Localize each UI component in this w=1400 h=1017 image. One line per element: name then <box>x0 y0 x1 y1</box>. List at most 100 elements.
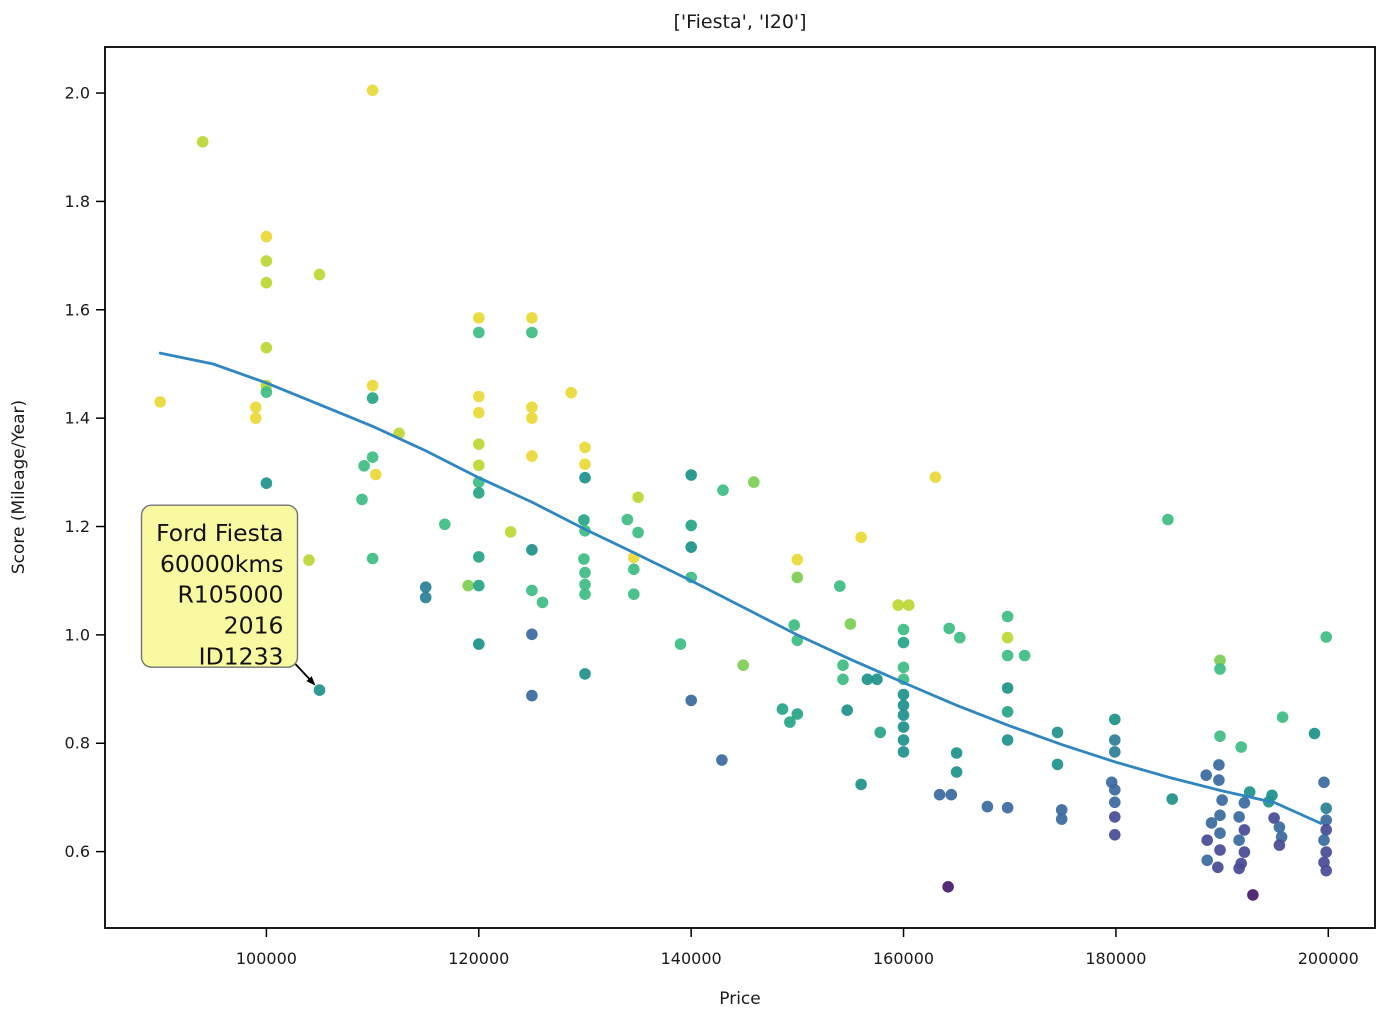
y-tick-label: 1.6 <box>65 300 90 319</box>
data-point <box>260 386 273 398</box>
data-point <box>260 477 273 490</box>
data-point <box>981 800 994 813</box>
data-point <box>784 716 796 728</box>
data-point <box>628 588 640 600</box>
data-point <box>260 230 273 243</box>
y-tick-label: 1.8 <box>65 192 90 211</box>
data-point <box>855 778 867 791</box>
data-point <box>837 659 849 671</box>
data-point <box>358 460 370 472</box>
data-point <box>933 788 946 801</box>
data-point <box>834 580 846 592</box>
data-point <box>945 788 958 801</box>
data-point <box>776 703 789 715</box>
data-point <box>303 554 315 566</box>
data-point <box>473 551 485 563</box>
data-point <box>837 673 849 686</box>
data-point <box>1109 796 1121 809</box>
annotation-text-line: 60000kms <box>160 550 284 578</box>
data-point <box>1238 824 1251 836</box>
data-point <box>897 699 910 712</box>
data-point <box>1318 776 1330 789</box>
data-point <box>1109 811 1121 823</box>
data-point <box>473 638 485 650</box>
data-point <box>1001 610 1014 623</box>
data-point <box>1212 861 1224 874</box>
data-point <box>260 255 273 267</box>
data-point <box>1201 854 1213 867</box>
data-point <box>632 491 644 504</box>
data-point <box>1320 824 1332 836</box>
data-point <box>897 709 910 721</box>
data-point <box>788 619 800 631</box>
data-point <box>950 747 963 759</box>
data-point <box>313 268 326 281</box>
data-point <box>954 631 966 644</box>
data-point <box>1233 834 1245 846</box>
y-tick-label: 1.2 <box>65 517 90 536</box>
data-point <box>1320 802 1332 815</box>
data-point <box>897 661 910 674</box>
data-point <box>366 84 379 97</box>
y-tick-label: 0.8 <box>65 734 90 753</box>
data-point <box>897 623 910 636</box>
data-point <box>366 392 379 404</box>
data-point <box>621 513 634 526</box>
data-point <box>473 326 485 339</box>
x-tick-label: 200000 <box>1298 949 1359 968</box>
data-point <box>628 563 640 576</box>
data-point <box>1055 804 1068 816</box>
data-point <box>579 471 591 484</box>
y-tick-label: 2.0 <box>65 84 90 103</box>
data-point <box>526 312 538 324</box>
data-point <box>1109 713 1121 726</box>
data-point <box>473 579 485 592</box>
data-point <box>897 746 910 758</box>
data-point <box>1320 814 1332 826</box>
data-point <box>1055 813 1068 825</box>
data-point <box>419 581 432 593</box>
data-point <box>1320 846 1332 858</box>
data-point <box>462 579 475 592</box>
annotation-text-line: 2016 <box>224 612 284 640</box>
plot-border <box>104 46 1376 929</box>
data-point <box>526 450 538 462</box>
scatter-points <box>154 84 1332 901</box>
data-point <box>943 622 955 635</box>
annotation-text-line: ID1233 <box>199 642 284 670</box>
data-point <box>892 599 904 611</box>
data-point <box>579 588 591 600</box>
data-point <box>196 136 209 148</box>
data-point <box>950 766 963 778</box>
data-point <box>737 659 749 671</box>
data-point <box>1233 811 1245 823</box>
data-point <box>313 684 326 696</box>
annotation-text-line: Ford Fiesta <box>156 519 283 547</box>
data-point <box>1001 801 1014 814</box>
data-point <box>1018 649 1031 662</box>
data-point <box>716 754 728 766</box>
data-point <box>1001 734 1014 746</box>
data-point <box>1109 734 1121 746</box>
data-point <box>1051 758 1064 771</box>
x-tick-label: 160000 <box>873 949 934 968</box>
data-point <box>791 708 804 720</box>
data-point <box>929 471 942 484</box>
data-point <box>748 476 760 488</box>
x-tick-label: 100000 <box>236 949 297 968</box>
data-point <box>861 673 874 686</box>
data-point <box>874 726 886 739</box>
data-point <box>439 518 451 531</box>
data-point <box>260 341 273 354</box>
data-point <box>526 544 538 556</box>
data-point <box>1214 663 1226 675</box>
data-point <box>1205 817 1218 829</box>
data-point <box>1273 839 1286 851</box>
data-point <box>1051 726 1064 739</box>
data-point <box>526 401 538 414</box>
data-point <box>579 566 591 579</box>
data-point <box>260 276 273 289</box>
data-point <box>1320 864 1332 877</box>
